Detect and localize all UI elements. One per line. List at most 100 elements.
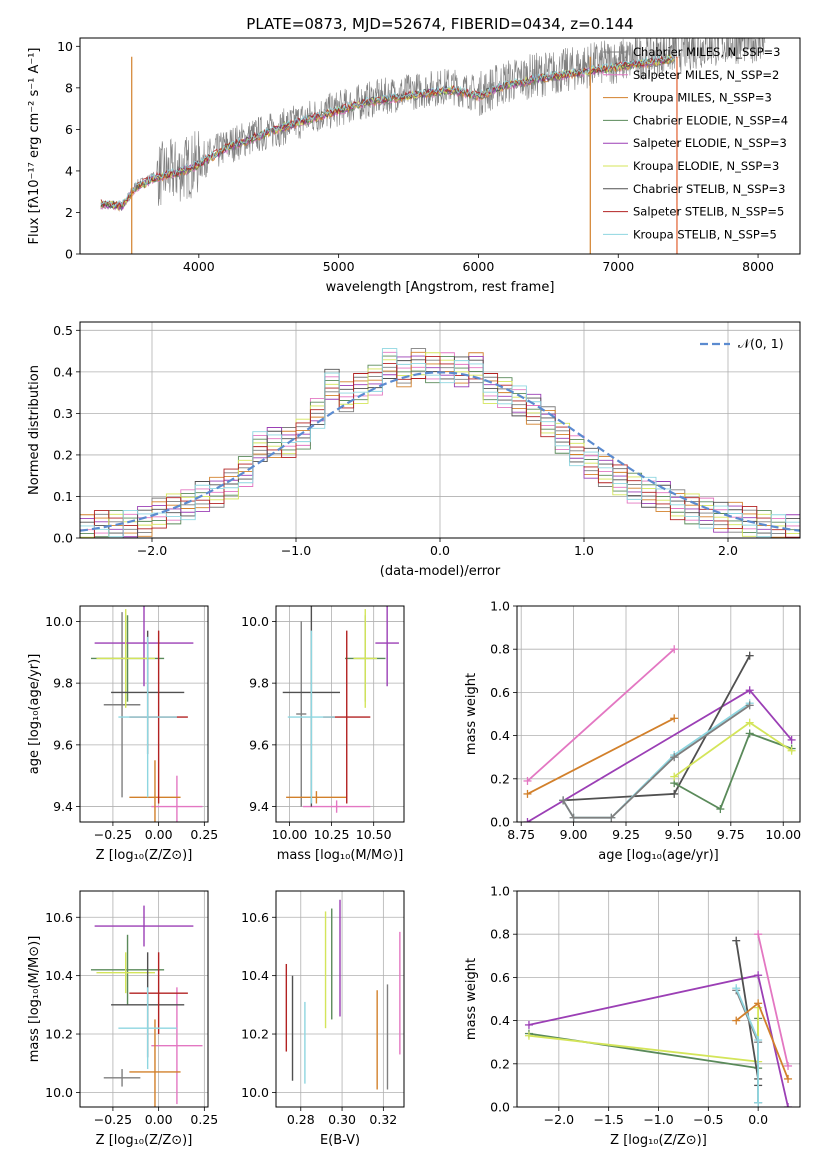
x-tick-label: 10.00 — [272, 827, 308, 842]
legend-entry: Chabrier ELODIE, N_SSP=4 — [633, 113, 788, 127]
y-tick-label: 10.4 — [241, 968, 269, 983]
x-tick-label: 10.50 — [356, 827, 392, 842]
x-axis-label: Z [log₁₀(Z/Z⊙)] — [96, 848, 193, 863]
plot-area — [100, 38, 766, 254]
y-axis-label: Flux [fλ10⁻¹⁷ erg cm⁻² s⁻¹ A⁻¹] — [27, 48, 42, 245]
x-axis-label: E(B-V) — [320, 1133, 360, 1148]
y-tick-label: 10 — [57, 39, 73, 54]
y-tick-label: 10.4 — [45, 968, 73, 983]
y-tick-label: 0.0 — [490, 815, 510, 830]
y-tick-label: 10.2 — [241, 1027, 269, 1042]
legend-entry: 𝒩(0, 1) — [738, 336, 784, 351]
legend: 𝒩(0, 1) — [700, 336, 784, 351]
y-tick-label: 9.8 — [249, 676, 269, 691]
axes-frame — [516, 890, 801, 1108]
x-tick-label: 0.0 — [748, 1112, 768, 1127]
x-tick-label: −2.0 — [544, 1112, 574, 1127]
axes-frame — [79, 321, 801, 539]
y-tick-label: 10.6 — [241, 910, 269, 925]
y-tick-label: 9.4 — [249, 799, 269, 814]
x-tick-label: 2.0 — [718, 543, 738, 558]
panel-mass-vs-Z: −0.25 0.00 0.25 10.0 10.2 10.4 10.6 Z [log₁₀(Z/… — [27, 890, 218, 1148]
panels: 4000 5000 6000 7000 8000 0 2 4 6 8 10 wavelength [A… — [27, 37, 801, 1148]
x-axis-label: wavelength [Angstrom, rest frame] — [326, 280, 555, 295]
weight-line — [757, 934, 789, 1067]
plot-area — [90, 606, 203, 822]
axes-frame — [79, 37, 801, 255]
figure-title: PLATE=0873, MJD=52674, FIBERID=0434, z=0… — [246, 15, 633, 33]
legend-entry: Kroupa STELIB, N_SSP=5 — [633, 227, 777, 241]
axes-frame — [275, 605, 405, 823]
legend: Chabrier MILES, N_SSP=3 Salpeter MILES, N… — [603, 45, 788, 241]
y-tick-label: 0.5 — [53, 323, 73, 338]
y-tick-label: 1.0 — [490, 884, 510, 899]
axes-frame — [516, 605, 801, 823]
plot-area — [524, 930, 793, 1107]
x-tick-label: −1.0 — [281, 543, 311, 558]
weight-line — [527, 717, 675, 795]
legend-entry: Salpeter MILES, N_SSP=2 — [633, 68, 779, 82]
x-axis-label: (data-model)/error — [380, 564, 501, 579]
weight-line — [526, 648, 675, 782]
y-tick-label: 2 — [65, 205, 73, 220]
x-tick-label: 9.50 — [664, 827, 692, 842]
histogram-step — [80, 348, 800, 538]
y-tick-label: 0.4 — [490, 728, 510, 743]
weight-line — [528, 1007, 759, 1063]
y-tick-label: 0.8 — [490, 642, 510, 657]
x-tick-label: 10.00 — [765, 827, 801, 842]
y-tick-label: 9.6 — [249, 737, 269, 752]
y-tick-label: 0.4 — [490, 1013, 510, 1028]
y-tick-label: 0.1 — [53, 489, 73, 504]
x-tick-label: 8000 — [742, 259, 774, 274]
y-tick-label: 10.0 — [241, 614, 269, 629]
x-tick-label: −1.5 — [593, 1112, 623, 1127]
x-tick-label: 0.28 — [287, 1112, 315, 1127]
weight-line — [673, 732, 792, 811]
x-tick-label: 6000 — [463, 259, 495, 274]
y-tick-label: 9.8 — [53, 676, 73, 691]
y-tick-label: 0 — [65, 247, 73, 262]
x-tick-label: 9.75 — [717, 827, 745, 842]
legend-entry: Salpeter ELODIE, N_SSP=3 — [633, 136, 787, 150]
x-axis-label: mass [log₁₀(M/M⊙)] — [277, 848, 404, 863]
x-tick-label: −0.5 — [693, 1112, 723, 1127]
y-tick-label: 0.6 — [490, 970, 510, 985]
y-tick-label: 9.6 — [53, 737, 73, 752]
legend-entry: Chabrier MILES, N_SSP=3 — [633, 45, 780, 59]
plot-area — [285, 899, 401, 1090]
x-tick-label: 0.25 — [190, 1112, 218, 1127]
weight-line — [527, 689, 793, 822]
panel-weight-vs-Z: −2.0 −1.5 −1.0 −0.5 0.0 0.0 0.2 0.4 0.6 0.8 1.0 Z [… — [464, 884, 801, 1148]
panel-weight-vs-age: 8.75 9.00 9.25 9.50 9.75 10.00 0.0 0.2 0.4 0.6 0.8… — [464, 599, 801, 864]
weight-line — [528, 1018, 759, 1070]
axes-frame — [79, 605, 209, 823]
x-tick-label: 0.30 — [328, 1112, 356, 1127]
legend-entry: Kroupa ELODIE, N_SSP=3 — [633, 159, 779, 173]
panel-mass-vs-ebv: 0.28 0.30 0.32 10.0 10.2 10.4 10.6 E(B-V) — [241, 890, 405, 1148]
y-tick-label: 10.2 — [45, 1027, 73, 1042]
plot-area — [282, 606, 399, 813]
y-tick-label: 0.3 — [53, 406, 73, 421]
y-tick-label: 0.0 — [490, 1100, 510, 1115]
y-tick-label: 0.8 — [490, 927, 510, 942]
x-tick-label: −0.25 — [94, 827, 132, 842]
y-tick-label: 10.6 — [45, 910, 73, 925]
y-axis-label: mass weight — [464, 673, 479, 755]
weight-line — [673, 721, 793, 778]
y-tick-label: 10.0 — [45, 1085, 73, 1100]
plot-area — [80, 348, 800, 538]
x-tick-label: 0.32 — [369, 1112, 397, 1127]
plot-area — [523, 645, 796, 822]
gaussian-curve — [80, 371, 800, 532]
legend-entry: Chabrier STELIB, N_SSP=3 — [633, 182, 785, 196]
axes-frame — [275, 890, 405, 1108]
x-tick-label: 4000 — [183, 259, 215, 274]
y-axis-label: Normed distribution — [27, 365, 42, 495]
x-tick-label: −0.25 — [94, 1112, 132, 1127]
panel-residuals: −2.0 −1.0 0.0 1.0 2.0 0.0 0.1 0.2 0.3 0.4 0.5 (data… — [27, 321, 801, 579]
panel-age-vs-Z: −0.25 0.00 0.25 9.4 9.6 9.8 10.0 Z [log₁₀(Z/Z⊙)… — [27, 605, 218, 863]
legend-entry: Salpeter STELIB, N_SSP=5 — [633, 205, 784, 219]
y-tick-label: 1.0 — [490, 599, 510, 614]
x-axis-label: Z [log₁₀(Z/Z⊙)] — [96, 1133, 193, 1148]
